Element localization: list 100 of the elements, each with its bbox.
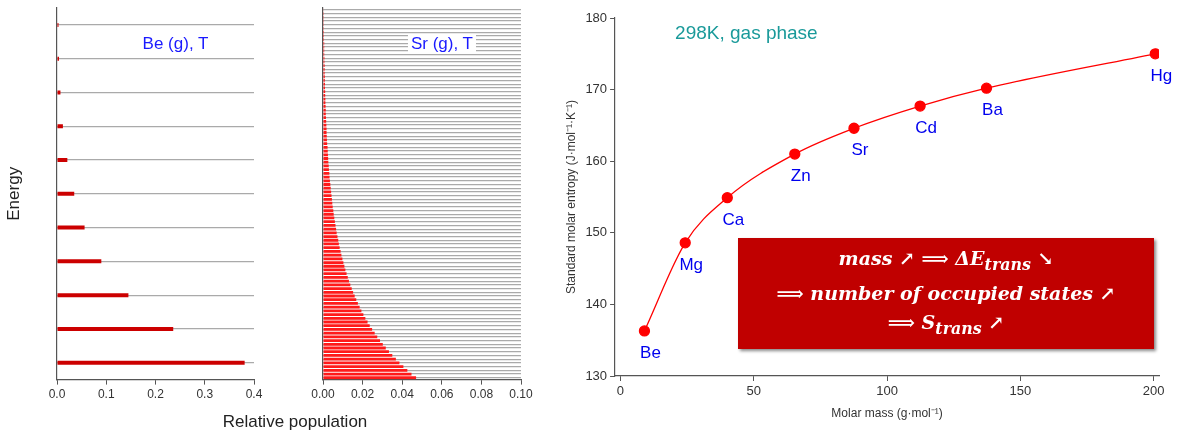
y-axis-title: Energy bbox=[3, 166, 23, 221]
bar bbox=[323, 354, 393, 357]
x-tick-label: 0.4 bbox=[245, 387, 263, 402]
bar bbox=[323, 142, 328, 146]
x-tick-label: 0.1 bbox=[97, 387, 115, 402]
x-tick-label: 50 bbox=[746, 383, 761, 399]
bar bbox=[57, 360, 245, 365]
x-tick-label: 0.3 bbox=[196, 387, 214, 402]
bar bbox=[323, 183, 331, 186]
annotation: 298K, gas phase bbox=[675, 22, 818, 44]
bar bbox=[323, 197, 332, 201]
point bbox=[638, 325, 651, 337]
y-tick-label: 180 bbox=[585, 9, 608, 25]
annotation: Hg bbox=[1150, 65, 1173, 85]
bar bbox=[57, 191, 75, 196]
y-tick-label: 170 bbox=[585, 81, 608, 97]
x-tick-label: 0.08 bbox=[469, 387, 494, 402]
x-axis-title: Molar mass (g·mol⁻¹) bbox=[831, 406, 943, 421]
bar bbox=[323, 238, 339, 242]
bar bbox=[323, 231, 337, 235]
bar bbox=[323, 220, 335, 224]
bar bbox=[323, 342, 383, 346]
bar bbox=[323, 376, 417, 380]
bar bbox=[323, 331, 375, 335]
annotation: mass ↗ ⟹ ΔE$_{trans}$ ↘ bbox=[837, 246, 1055, 276]
bar bbox=[323, 339, 381, 342]
point bbox=[848, 122, 860, 134]
bar bbox=[57, 259, 102, 264]
bar bbox=[323, 361, 400, 365]
bar bbox=[323, 250, 341, 253]
bar bbox=[323, 313, 364, 316]
annotation: Zn bbox=[790, 166, 811, 186]
x-axis-title: Relative population bbox=[221, 412, 369, 432]
annotation: Sr bbox=[851, 140, 869, 160]
bar bbox=[323, 302, 358, 305]
bar bbox=[323, 283, 351, 287]
point bbox=[914, 100, 926, 112]
bar bbox=[323, 272, 347, 276]
bar bbox=[57, 326, 174, 331]
bar bbox=[323, 335, 378, 339]
annotation: ⟹ number of occupied states ↗ bbox=[775, 280, 1117, 306]
x-tick-label: 0.0 bbox=[48, 387, 66, 402]
bar bbox=[323, 279, 349, 283]
point bbox=[789, 148, 801, 160]
bar bbox=[323, 350, 389, 354]
bar bbox=[323, 305, 360, 309]
bar bbox=[323, 131, 327, 134]
y-tick-label: 150 bbox=[585, 224, 608, 240]
bar bbox=[323, 253, 342, 257]
annotation: Be bbox=[640, 343, 661, 363]
annotation: ⟹ S$_{trans}$ ↗ bbox=[886, 309, 1006, 340]
annotation: Cd bbox=[915, 118, 937, 138]
bar bbox=[323, 105, 326, 108]
x-tick-label: 0.2 bbox=[147, 387, 165, 402]
bar bbox=[323, 246, 340, 250]
bar bbox=[323, 157, 329, 160]
bar bbox=[323, 134, 327, 138]
bar bbox=[323, 257, 343, 261]
point bbox=[1149, 48, 1159, 60]
bar bbox=[323, 171, 330, 175]
bar bbox=[323, 153, 328, 157]
bar bbox=[57, 293, 129, 298]
annotation: Mg bbox=[679, 255, 704, 275]
bar bbox=[323, 205, 333, 209]
bar bbox=[323, 168, 329, 172]
bar bbox=[323, 328, 373, 331]
bar bbox=[323, 223, 336, 227]
bar bbox=[323, 127, 327, 131]
x-tick-label: 150 bbox=[1009, 383, 1032, 399]
annotation: Ca bbox=[722, 209, 745, 229]
text: Be (g), T bbox=[139, 34, 212, 54]
bar bbox=[323, 316, 366, 320]
x-tick-label: 0.02 bbox=[350, 387, 375, 402]
bar bbox=[323, 368, 408, 372]
bar bbox=[323, 365, 404, 368]
x-tick-label: 100 bbox=[876, 383, 898, 399]
y-axis-title: Standard molar entropy (J·mol⁻¹·K⁻¹) bbox=[563, 99, 578, 295]
bar bbox=[57, 124, 63, 129]
bar bbox=[323, 309, 362, 313]
bar bbox=[323, 186, 331, 190]
x-tick-label: 200 bbox=[1142, 383, 1165, 399]
bar bbox=[323, 290, 354, 294]
x-tick-label: 0.06 bbox=[430, 387, 454, 402]
bar bbox=[323, 264, 345, 268]
bar bbox=[323, 261, 344, 264]
x-tick-label: 0.00 bbox=[311, 387, 335, 402]
bar bbox=[323, 209, 334, 212]
bar bbox=[323, 298, 357, 302]
y-tick-label: 140 bbox=[585, 295, 608, 311]
x-tick-label: 0.04 bbox=[390, 387, 415, 402]
bar bbox=[323, 276, 348, 279]
bar bbox=[323, 357, 396, 361]
bar bbox=[323, 179, 330, 183]
note-box: mass ↗ ⟹ ΔE$_{trans}$ ↘ ⟹ number of occupied states ↗ ⟹ S$_{trans}$ ↗ bbox=[738, 238, 1154, 349]
bar bbox=[57, 225, 85, 230]
y-tick-label: 130 bbox=[585, 367, 608, 383]
bar bbox=[323, 212, 334, 216]
bar bbox=[57, 158, 68, 163]
bar bbox=[323, 287, 352, 290]
point bbox=[679, 237, 691, 249]
